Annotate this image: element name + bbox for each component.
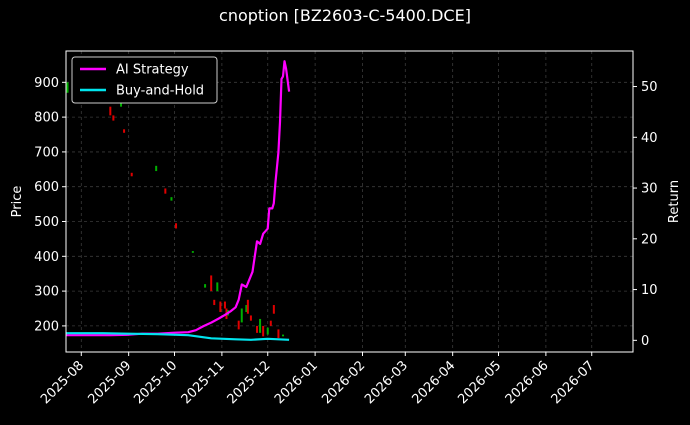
candle [210,275,213,292]
y-left-tick-label: 300 [34,285,59,300]
candle [191,251,194,253]
candle [213,299,216,306]
candle [130,172,133,177]
y-left-tick-label: 700 [34,145,59,160]
candle [245,305,248,312]
candle [240,308,243,323]
candle [109,106,112,116]
candle [204,284,207,288]
candle [219,301,222,312]
x-tick-label: 2026-05 [455,358,504,407]
candle [216,282,219,292]
y-left-tick-label: 400 [34,250,59,265]
x-tick-label: 2025-10 [131,358,180,407]
candle [170,197,173,201]
candle [262,325,265,337]
x-tick-label: 2026-07 [549,358,598,407]
legend: AI Strategy Buy-and-Hold [71,56,218,104]
y-right-tick-label: 30 [641,182,658,197]
x-tick-label: 2025-12 [225,358,274,407]
y-left-tick-label: 900 [34,76,59,91]
candle [277,329,280,339]
candle [123,129,126,133]
candle [266,327,269,335]
candle [164,188,167,194]
chart-title: cnoption [BZ2603-C-5400.DCE] [219,6,471,25]
y-right-tick-label: 10 [641,283,658,298]
x-tick-label: 2026-06 [503,358,552,407]
y-right-tick-label: 20 [641,232,658,247]
candle [175,223,178,229]
y-left-tick-label: 600 [34,180,59,195]
buy-and-hold-line [66,332,290,341]
y-left-axis-label: Price [10,186,25,218]
candle [246,299,249,314]
y-right-axis-label: Return [667,180,682,223]
x-tick-label: 2026-02 [319,358,368,407]
x-tick-label: 2026-01 [272,358,321,407]
candle [155,165,158,172]
candle [112,115,115,121]
x-tick-label: 2025-08 [38,358,87,407]
legend-box [71,56,218,104]
candle [237,320,240,330]
plot-frame [65,50,634,353]
y-right-tick-label: 40 [641,131,658,146]
candle [66,82,69,93]
ai-strategy-line [66,60,291,337]
x-tick-label: 2025-09 [85,358,134,407]
candle [256,325,259,333]
y-left-tick-label: 800 [34,111,59,126]
y-left-tick-label: 200 [34,319,59,334]
candle [249,315,252,321]
x-tick-label: 2026-04 [409,358,458,407]
y-right-tick-label: 50 [641,80,658,95]
x-tick-label: 2025-11 [179,358,228,407]
y-left-tick-label: 500 [34,215,59,230]
candle [269,320,272,326]
legend-label: AI Strategy [116,63,189,78]
candle [259,318,262,333]
y-right-tick-label: 0 [641,334,649,349]
candle [282,334,285,337]
legend-label: Buy-and-Hold [116,84,204,99]
candle [272,305,275,314]
candle [223,301,226,309]
x-tick-label: 2026-03 [362,358,411,407]
